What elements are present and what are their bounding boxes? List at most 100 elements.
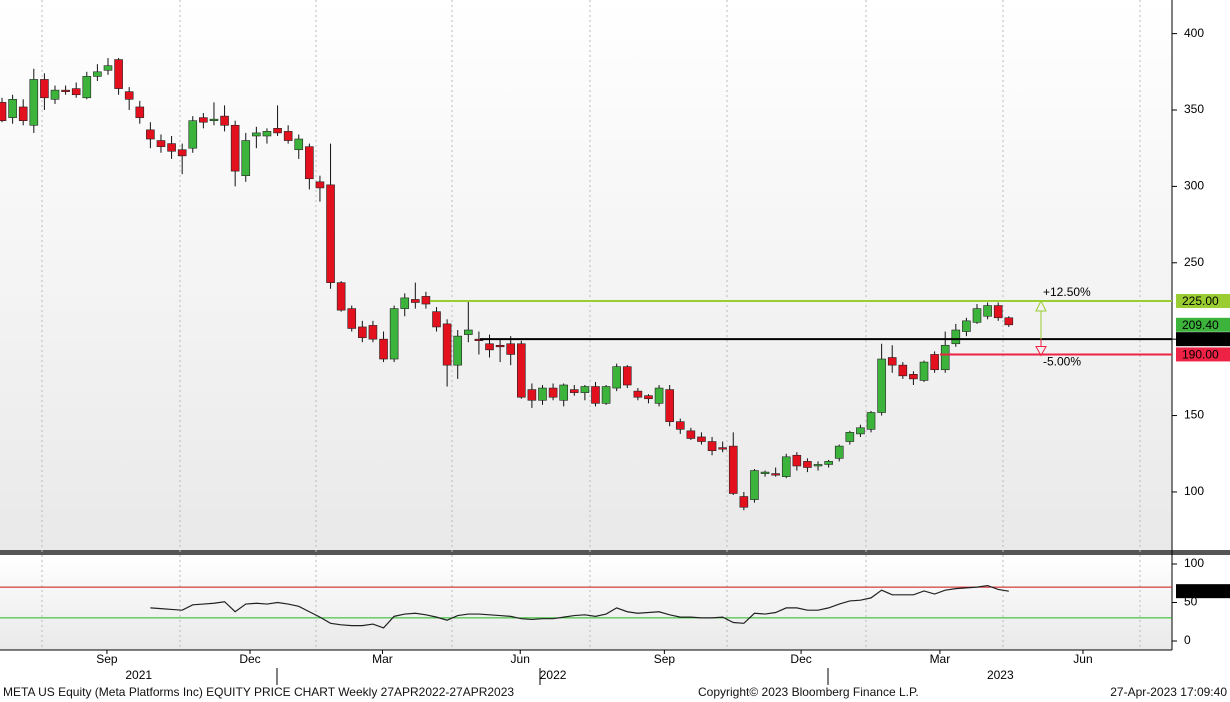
candle-body bbox=[983, 305, 992, 317]
candle-body bbox=[379, 338, 388, 360]
candle-body bbox=[464, 329, 473, 335]
candle-body bbox=[962, 320, 971, 332]
candle-body bbox=[389, 308, 399, 360]
rsi-line bbox=[150, 584, 1009, 629]
candle-body bbox=[283, 131, 293, 141]
candle-body bbox=[601, 386, 611, 404]
x-tick-label: Sep bbox=[654, 652, 676, 666]
candle-body bbox=[262, 131, 272, 137]
last-price-box bbox=[1176, 317, 1230, 332]
candle-body bbox=[569, 389, 579, 393]
candle-body bbox=[591, 386, 600, 404]
candle-body bbox=[71, 88, 81, 96]
candle-body bbox=[220, 115, 229, 126]
candle-body bbox=[559, 384, 568, 401]
candle-body bbox=[209, 118, 219, 121]
last-value-label: 64.7168 bbox=[1181, 584, 1225, 598]
candle-body bbox=[813, 464, 823, 467]
candle-body bbox=[252, 132, 261, 137]
candle-body bbox=[845, 432, 855, 442]
candle-body bbox=[188, 120, 198, 149]
candle-body bbox=[124, 91, 134, 100]
candle-body bbox=[972, 308, 982, 323]
candle-body bbox=[517, 343, 526, 398]
x-grid bbox=[41, 0, 1141, 650]
year-separators bbox=[276, 668, 829, 685]
candle-body bbox=[146, 129, 155, 140]
x-tick-label: Mar bbox=[930, 652, 951, 666]
candle-body bbox=[877, 358, 886, 413]
candle-body bbox=[834, 445, 844, 459]
candle-body bbox=[135, 106, 145, 118]
candle-body bbox=[0, 102, 7, 121]
candle-body bbox=[82, 76, 92, 99]
candle-body bbox=[93, 71, 102, 77]
candle-body bbox=[993, 305, 1003, 319]
level-box bbox=[1176, 347, 1230, 362]
candle-body bbox=[40, 79, 49, 99]
level-label: 190.00 bbox=[1182, 348, 1219, 362]
x-tick-label: Mar bbox=[372, 652, 393, 666]
candle-body bbox=[633, 390, 643, 398]
candle-body bbox=[305, 146, 314, 180]
annotation: -5.00% bbox=[1043, 355, 1081, 369]
level-label: 225.00 bbox=[1182, 294, 1219, 308]
x-tick-label: Jun bbox=[511, 652, 530, 666]
candle-body bbox=[739, 496, 749, 508]
y-tick-label: 0 bbox=[1184, 633, 1191, 647]
candle-body bbox=[421, 296, 431, 305]
y-tick-label: 300 bbox=[1184, 179, 1204, 193]
y-tick-label: 50 bbox=[1184, 595, 1198, 609]
annotation: +12.50% bbox=[1043, 285, 1091, 299]
y-tick-label: 400 bbox=[1184, 26, 1204, 40]
candle-body bbox=[728, 445, 738, 494]
candle-body bbox=[411, 299, 420, 303]
footer-right: 27-Apr-2023 17:09:40 bbox=[1110, 685, 1227, 699]
arrow-down-head bbox=[1035, 345, 1047, 357]
candle-body bbox=[909, 374, 918, 380]
level-box bbox=[1176, 332, 1230, 347]
candle-body bbox=[61, 89, 70, 92]
candle-body bbox=[750, 470, 759, 500]
candle-body bbox=[199, 117, 208, 123]
arrow-up-head bbox=[1035, 299, 1047, 312]
candle-body bbox=[326, 184, 335, 283]
candle-body bbox=[167, 143, 176, 152]
candle-body bbox=[294, 138, 304, 151]
candle-body bbox=[336, 282, 346, 311]
candle-body bbox=[919, 361, 929, 381]
candle-body bbox=[315, 181, 325, 189]
candle-body bbox=[622, 366, 632, 386]
footer-left: META US Equity (Meta Platforms Inc) EQUI… bbox=[3, 685, 514, 699]
candle-body bbox=[675, 421, 685, 430]
x-tick-label: Jun bbox=[1073, 652, 1092, 666]
level-label: 200.00 bbox=[1182, 332, 1219, 346]
candle-body bbox=[898, 364, 908, 377]
candle-body bbox=[432, 311, 441, 328]
candle-body bbox=[506, 343, 516, 355]
y-tick-label: 150 bbox=[1184, 408, 1204, 422]
candle-body bbox=[230, 124, 240, 172]
candle-body bbox=[612, 366, 621, 389]
candle-body bbox=[824, 461, 833, 465]
y-tick-label: 350 bbox=[1184, 102, 1204, 116]
candle-body bbox=[803, 461, 812, 468]
candle-body bbox=[771, 473, 780, 476]
candle-body bbox=[665, 389, 674, 422]
candle-body bbox=[580, 386, 590, 393]
y-tick-label: 100 bbox=[1184, 556, 1204, 570]
candle-body bbox=[368, 325, 378, 340]
candle-body bbox=[527, 389, 537, 401]
candle-body bbox=[273, 128, 282, 134]
candle-body bbox=[1004, 317, 1014, 326]
candle-body bbox=[781, 456, 791, 477]
last-price-label: 209.40 bbox=[1182, 318, 1219, 332]
candle-body bbox=[114, 59, 123, 89]
candle-body bbox=[103, 65, 113, 71]
candle-body bbox=[29, 79, 39, 126]
footer-center: Copyright© 2023 Bloomberg Finance L.P. bbox=[698, 685, 919, 699]
candle-body bbox=[548, 387, 558, 398]
candle-body bbox=[358, 326, 367, 338]
x-tick-label: Sep bbox=[96, 652, 118, 666]
